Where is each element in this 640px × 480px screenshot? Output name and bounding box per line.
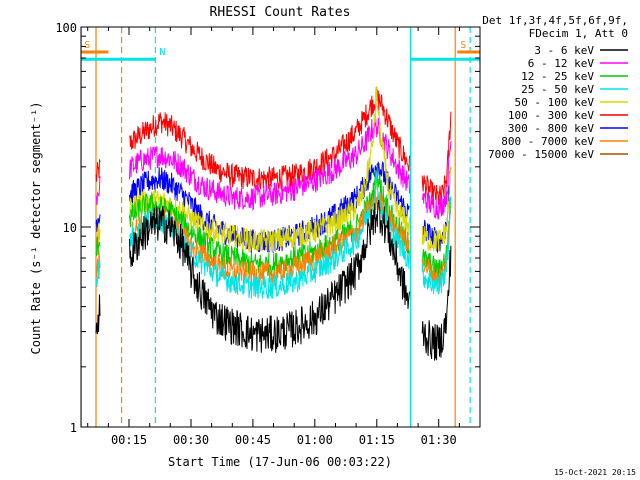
legend-entry-label-6: 300 - 800 keV — [508, 122, 594, 135]
state-bar-label-0: S — [84, 40, 90, 51]
series-trace-segment-0 — [95, 236, 101, 257]
series-trace-segment-2 — [421, 166, 452, 252]
chart-title: RHESSI Count Rates — [210, 5, 351, 20]
state-bar-label-1: S — [460, 40, 466, 51]
series-trace-segment-1 — [129, 87, 410, 190]
x-tick-label-5: 01:30 — [421, 433, 457, 447]
legend-entry-label-1: 6 - 12 keV — [528, 57, 595, 70]
x-tick-label-3: 01:00 — [297, 433, 333, 447]
legend-entry-label-8: 7000 - 15000 keV — [488, 148, 594, 161]
y-tick-label-0: 1 — [70, 421, 77, 435]
legend-entry-label-4: 50 - 100 keV — [515, 96, 595, 109]
series-trace-segment-0 — [95, 176, 101, 206]
legend-entry-label-7: 800 - 7000 keV — [501, 135, 594, 148]
legend-entry-label-3: 25 - 50 keV — [521, 83, 594, 96]
series-6-12-kev — [95, 117, 452, 220]
series-trace-segment-0 — [95, 214, 101, 232]
x-axis-label: Start Time (17-Jun-06 00:03:22) — [168, 455, 392, 469]
state-bar-label-2: N — [159, 47, 165, 58]
x-tick-label-2: 00:45 — [235, 433, 271, 447]
x-tick-label-4: 01:15 — [359, 433, 395, 447]
generated-timestamp: 15-Oct-2021 20:15 — [554, 468, 636, 477]
series-trace-segment-1 — [129, 200, 410, 353]
series-3-6-kev — [95, 200, 452, 361]
axes: 00:15 00:30 00:45 01:00 01:15 01:30 1 10 100 — [55, 21, 480, 447]
legend-entry-label-2: 12 - 25 keV — [521, 70, 594, 83]
plot-area: S SN — [80, 27, 480, 427]
y-tick-label-1: 10 — [63, 221, 77, 235]
y-tick-label-2: 100 — [55, 21, 77, 35]
series-trace-segment-0 — [95, 257, 101, 288]
series-100-300-kev — [95, 87, 452, 205]
series-trace-segment-2 — [421, 245, 452, 361]
series-trace-segment-2 — [421, 141, 452, 220]
legend-header-line-2: FDecim 1, Att 0 — [529, 27, 628, 40]
x-tick-label-0: 00:15 — [111, 433, 147, 447]
legend-entry-label-0: 3 - 6 keV — [534, 44, 594, 57]
legend: Det 1f,3f,4f,5f,6f,9f, FDecim 1, Att 0 3… — [482, 14, 628, 161]
legend-header-line-1: Det 1f,3f,4f,5f,6f,9f, — [482, 14, 628, 27]
legend-entry-label-5: 100 - 300 keV — [508, 109, 594, 122]
series-trace-segment-1 — [129, 117, 410, 212]
series-trace-segment-2 — [421, 195, 452, 295]
series-trace-segment-2 — [421, 197, 452, 280]
x-tick-label-1: 00:30 — [173, 433, 209, 447]
series-trace-segment-2 — [421, 111, 452, 205]
y-axis-label: Count Rate (s⁻¹ detector segment⁻¹) — [29, 102, 43, 355]
series-trace-segment-0 — [95, 294, 101, 335]
series-trace-segment-0 — [95, 159, 101, 182]
